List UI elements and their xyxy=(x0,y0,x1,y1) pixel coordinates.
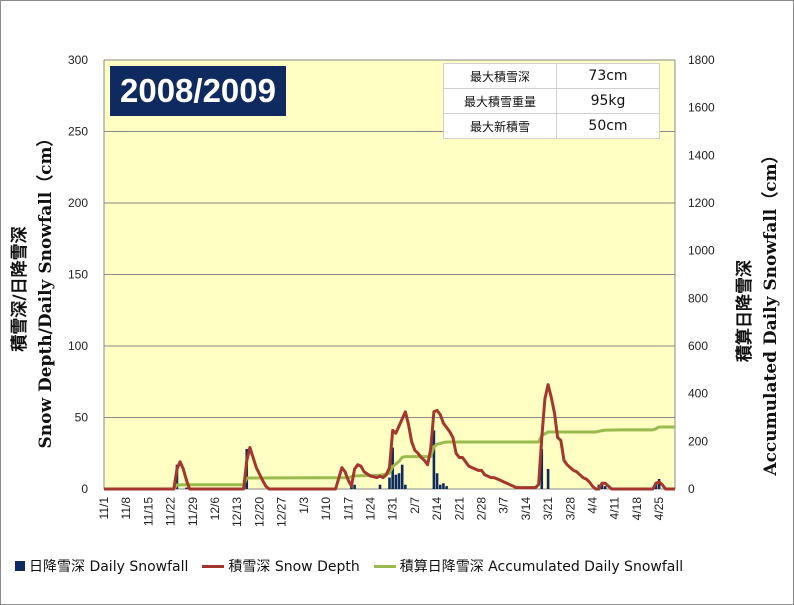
right-tick-label: 800 xyxy=(688,291,708,305)
x-tick-label: 11/15 xyxy=(141,497,155,526)
snowfall-bar xyxy=(397,473,401,489)
x-tick-label: 2/21 xyxy=(452,497,466,521)
snowfall-bar xyxy=(435,473,439,489)
x-tick-label: 12/20 xyxy=(252,497,266,527)
x-tick-label: 1/31 xyxy=(386,497,400,521)
snowfall-bar xyxy=(353,484,356,489)
snowfall-bar xyxy=(600,484,604,489)
right-tick-label: 200 xyxy=(688,434,708,448)
x-tick-label: 4/11 xyxy=(608,497,622,520)
series-lines xyxy=(104,383,675,491)
x-tick-label: 3/28 xyxy=(563,497,577,521)
left-axis-title-line1: 積雪深/日降雪深 xyxy=(9,226,30,351)
right-axis-title-line2: Accumulated Daily Snowfall（cm） xyxy=(760,146,781,476)
stats-row: 最大積雪深 73cm xyxy=(443,63,660,89)
snowfall-bar xyxy=(442,483,445,489)
snowfall-bar xyxy=(540,448,544,489)
snowfall-bar xyxy=(378,484,382,489)
right-tick-label: 1000 xyxy=(688,244,715,258)
legend-swatch-line xyxy=(202,564,225,568)
left-tick-label: 200 xyxy=(68,196,88,210)
x-tick-label: 4/4 xyxy=(586,497,600,514)
right-tick-label: 1200 xyxy=(688,196,715,210)
left-tick-label: 150 xyxy=(68,268,88,282)
right-tick-label: 1800 xyxy=(688,53,715,67)
x-tick-label: 11/1 xyxy=(97,497,111,520)
left-tick-label: 100 xyxy=(68,339,88,353)
x-tick-label: 2/28 xyxy=(474,497,488,521)
left-axis-title-line2: Snow Depth/Daily Snowfall（cm） xyxy=(35,129,56,448)
snow-depth-line xyxy=(104,383,675,491)
legend-item-accumulated: 積算日降雪深 Accumulated Daily Snowfall xyxy=(373,556,684,576)
x-tick-label: 1/24 xyxy=(363,497,377,521)
stats-table: 最大積雪深 73cm 最大積雪重量 95kg 最大新積雪 50cm xyxy=(443,63,660,139)
snowfall-bar xyxy=(445,486,448,489)
x-tick-label: 11/29 xyxy=(186,497,200,526)
legend-label: 積雪深 Snow Depth xyxy=(228,559,360,575)
snowfall-bar xyxy=(432,430,436,489)
legend-label: 積算日降雪深 Accumulated Daily Snowfall xyxy=(399,559,684,575)
legend: 日降雪深 Daily Snowfall 積雪深 Snow Depth 積算日降雪… xyxy=(15,555,791,577)
x-tick-label: 1/3 xyxy=(297,497,311,514)
x-tick-label: 2/7 xyxy=(408,497,422,514)
snowfall-bar xyxy=(657,478,661,489)
stat-label: 最大積雪深 xyxy=(443,63,557,89)
snowfall-bar xyxy=(546,468,550,489)
snowfall-bar xyxy=(603,486,607,489)
right-tick-label: 400 xyxy=(688,387,708,401)
x-tick-label: 1/17 xyxy=(341,497,355,521)
legend-label: 日降雪深 Daily Snowfall xyxy=(29,559,189,575)
stats-row: 最大積雪重量 95kg xyxy=(443,88,660,114)
stat-value: 95kg xyxy=(556,88,660,114)
legend-item-daily-snowfall: 日降雪深 Daily Snowfall xyxy=(15,556,188,576)
legend-swatch-bar xyxy=(15,561,25,571)
right-tick-label: 0 xyxy=(688,482,695,496)
right-axis-title-line1: 積算日降雪深 xyxy=(734,260,755,362)
x-tick-label: 1/10 xyxy=(319,497,333,521)
right-tick-label: 1600 xyxy=(688,101,715,115)
snowfall-bar xyxy=(404,484,407,489)
left-tick-label: 250 xyxy=(68,125,88,139)
x-tick-label: 3/14 xyxy=(519,497,533,521)
right-tick-label: 600 xyxy=(688,339,708,353)
right-tick-label: 1400 xyxy=(688,148,715,162)
right-y-ticks: 0 200 400 600 800 1000 1200 1400 1600 1800 xyxy=(688,53,715,496)
snowfall-bar xyxy=(185,487,188,489)
snowfall-bar xyxy=(400,464,404,489)
x-tick-label: 4/18 xyxy=(630,497,644,521)
stat-label: 最大新積雪 xyxy=(443,113,557,139)
x-tick-label: 4/25 xyxy=(652,497,666,521)
x-tick-label: 3/7 xyxy=(497,497,511,514)
stat-label: 最大積雪重量 xyxy=(443,88,557,114)
legend-swatch-line xyxy=(373,564,396,568)
snowfall-bar xyxy=(394,474,398,489)
left-y-ticks: 0 50 100 150 200 250 300 xyxy=(68,53,88,496)
x-tick-label: 11/8 xyxy=(119,497,133,520)
x-tick-label: 12/27 xyxy=(275,497,289,527)
snowfall-bar xyxy=(388,477,391,489)
x-tick-label: 12/13 xyxy=(230,497,244,527)
x-tick-label: 11/22 xyxy=(164,497,178,526)
stat-value: 73cm xyxy=(556,63,660,89)
x-tick-label: 3/21 xyxy=(541,497,555,521)
x-ticks: 11/1 11/8 11/15 11/22 11/29 12/6 12/13 12/20 12/… xyxy=(97,497,666,527)
snowfall-bar xyxy=(438,484,442,489)
x-tick-label: 12/6 xyxy=(208,497,222,521)
left-tick-label: 300 xyxy=(68,53,88,67)
left-tick-label: 50 xyxy=(75,411,89,425)
season-title: 2008/2009 xyxy=(110,66,286,116)
x-tick-label: 2/14 xyxy=(430,497,444,521)
legend-item-snow-depth: 積雪深 Snow Depth xyxy=(202,556,360,576)
left-tick-label: 0 xyxy=(81,482,88,496)
stat-value: 50cm xyxy=(556,113,660,139)
stats-row: 最大新積雪 50cm xyxy=(443,113,660,139)
